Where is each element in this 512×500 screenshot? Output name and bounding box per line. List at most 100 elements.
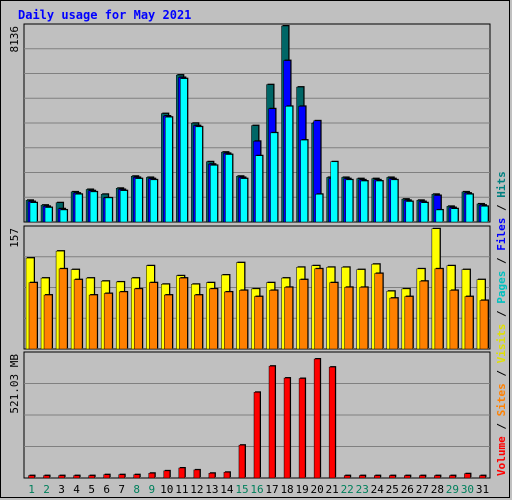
bar-pages-day-2 (44, 207, 53, 223)
x-tick-label-31: 31 (476, 483, 489, 496)
bar-pages-day-22 (345, 179, 353, 223)
bar-pages-day-26 (405, 201, 414, 223)
x-tick-label-15: 15 (235, 483, 248, 496)
bar-pages-day-6 (104, 197, 113, 223)
x-tick-label-19: 19 (295, 483, 308, 496)
bar-volume-day-12 (193, 469, 201, 479)
bar-sites-day-10 (164, 294, 173, 350)
legend-files: Files (495, 218, 508, 251)
bar-sites-day-17 (269, 290, 278, 350)
bar-volume-day-19 (298, 378, 306, 479)
bar-sites-day-26 (404, 296, 414, 350)
bar-volume-day-16 (253, 392, 261, 479)
x-tick-label-25: 25 (386, 483, 399, 496)
y-max-label-bottom: 521.03 MB (8, 354, 21, 414)
bar-sites-day-14 (224, 291, 233, 350)
bar-pages-day-12 (195, 126, 203, 223)
x-tick-label-9: 9 (148, 483, 155, 496)
x-tick-label-24: 24 (371, 483, 385, 496)
bar-volume-day-13 (208, 472, 216, 479)
bar-pages-day-31 (480, 206, 489, 223)
bar-volume-day-9 (148, 472, 156, 479)
chart-title: Daily usage for May 2021 (18, 8, 192, 22)
bar-sites-day-15 (239, 290, 248, 350)
bar-sites-day-31 (479, 300, 489, 350)
legend-separator: / (495, 198, 508, 218)
bar-volume-day-29 (449, 475, 456, 479)
bar-pages-day-4 (74, 194, 83, 223)
x-tick-label-21: 21 (326, 483, 339, 496)
bar-volume-day-8 (133, 474, 140, 479)
bar-volume-day-1 (28, 475, 35, 479)
x-tick-label-18: 18 (280, 483, 293, 496)
bar-pages-day-15 (240, 178, 248, 223)
bar-sites-day-2 (43, 294, 53, 350)
bar-sites-day-25 (389, 297, 399, 350)
bar-sites-day-16 (254, 296, 263, 350)
bar-sites-day-23 (359, 287, 368, 350)
legend-visits: Visits (495, 324, 508, 364)
x-tick-label-28: 28 (431, 483, 444, 496)
legend-separator: / (495, 416, 508, 436)
x-tick-label-16: 16 (250, 483, 263, 496)
bar-volume-day-7 (118, 474, 125, 479)
x-tick-label-12: 12 (190, 483, 203, 496)
bar-pages-day-23 (360, 180, 368, 223)
y-max-label-middle: 157 (8, 228, 21, 248)
bar-volume-day-23 (358, 475, 366, 479)
series-legend: Volume / Sites / Visits / Pages / Files … (495, 171, 508, 476)
bar-pages-day-28 (435, 209, 444, 223)
bar-sites-day-5 (88, 294, 98, 350)
bar-pages-day-11 (180, 78, 188, 223)
bar-volume-day-28 (434, 475, 441, 479)
bar-sites-day-29 (449, 290, 459, 350)
bar-volume-day-20 (313, 358, 321, 479)
y-max-label-top: 8136 (8, 26, 21, 53)
bar-pages-day-8 (134, 178, 143, 223)
bar-sites-day-19 (299, 279, 308, 350)
x-tick-label-22: 22 (341, 483, 354, 496)
bar-volume-day-21 (328, 366, 336, 479)
bar-volume-day-6 (103, 474, 110, 479)
legend-separator: / (495, 304, 508, 324)
bar-volume-day-18 (283, 377, 291, 479)
legend-pages: Pages (495, 271, 508, 304)
bar-volume-day-31 (479, 475, 486, 479)
bar-pages-day-16 (255, 155, 263, 223)
bar-sites-day-8 (133, 288, 143, 350)
bar-volume-day-26 (404, 475, 411, 479)
bar-volume-day-24 (374, 475, 381, 479)
x-tick-label-5: 5 (88, 483, 95, 496)
legend-volume: Volume (495, 436, 508, 476)
x-tick-label-13: 13 (205, 483, 218, 496)
x-tick-label-29: 29 (446, 483, 459, 496)
bar-volume-day-25 (389, 475, 396, 479)
bar-sites-day-1 (28, 282, 38, 350)
x-tick-label-14: 14 (220, 483, 234, 496)
x-tick-label-2: 2 (43, 483, 50, 496)
bar-volume-day-10 (163, 470, 171, 479)
bar-volume-day-2 (43, 475, 50, 479)
bar-sites-day-21 (329, 282, 338, 350)
bar-sites-day-24 (374, 273, 383, 350)
bar-sites-day-30 (464, 296, 474, 350)
bar-pages-day-5 (89, 191, 98, 223)
x-tick-label-8: 8 (133, 483, 140, 496)
bar-sites-day-7 (118, 291, 128, 350)
bar-sites-day-18 (284, 287, 293, 350)
bar-volume-day-11 (178, 467, 186, 479)
x-tick-label-7: 7 (118, 483, 125, 496)
bar-pages-day-1 (29, 202, 38, 223)
bar-sites-day-12 (194, 294, 203, 350)
bar-sites-day-11 (179, 277, 188, 350)
x-tick-label-17: 17 (265, 483, 278, 496)
bar-sites-day-9 (149, 282, 158, 350)
bar-pages-day-18 (285, 106, 293, 223)
bar-pages-day-10 (165, 116, 173, 223)
x-tick-label-3: 3 (58, 483, 65, 496)
bar-sites-day-6 (103, 293, 113, 350)
bar-pages-day-27 (420, 202, 429, 223)
legend-hits: Hits (495, 171, 508, 198)
